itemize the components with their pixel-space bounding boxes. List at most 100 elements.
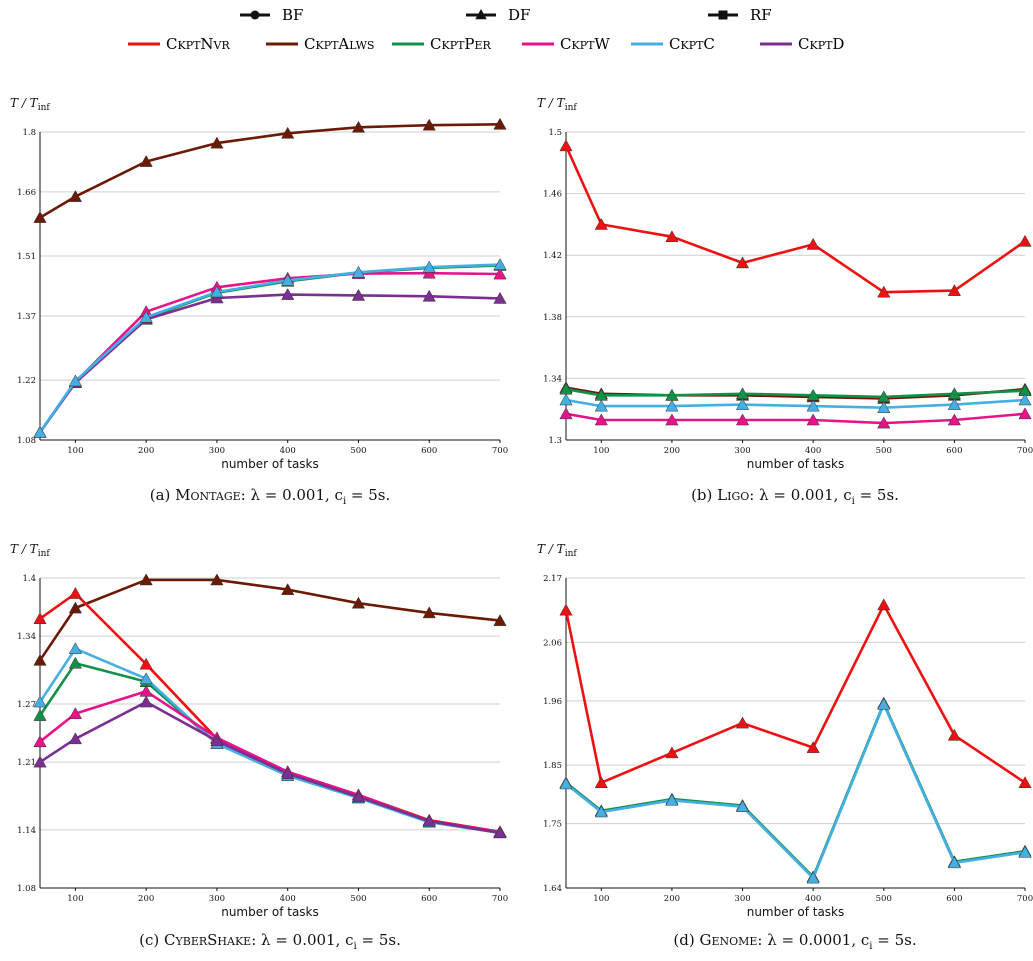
data-point-triangle [33,755,47,768]
data-point-triangle [493,267,507,280]
x-tick-label: 200 [138,894,154,904]
data-point-triangle [422,260,436,273]
series-ckptc [559,697,1032,884]
series-ckptd [33,288,507,438]
x-tick-label: 200 [138,446,154,456]
data-point-triangle [594,805,608,818]
legend-label: CkptPer [430,35,492,53]
caption-params: : λ = 0.001, c [251,931,353,949]
caption-subscript: i [343,496,346,507]
triangle-marker-icon [475,9,487,20]
x-tick-label: 700 [492,446,508,456]
series-ckptd [33,695,507,839]
data-point-triangle [877,401,891,413]
data-point-triangle [665,230,679,243]
chart-panel-cybershake: 1.08 1.14 1.21 1.27 1.34 1.4 100 200 300 400 500 60… [10,542,508,952]
data-point-triangle [735,256,750,269]
x-tick-label: 400 [805,894,821,904]
data-point-triangle [559,407,573,420]
series-line [38,661,501,835]
data-point-triangle [281,288,295,300]
series-line [564,603,1026,785]
data-point-triangle [33,211,47,223]
data-point-triangle [351,288,366,301]
data-point-triangle [806,871,820,884]
y-tick-label: 1.08 [17,436,36,446]
series-ckptw [33,266,507,438]
caption-prefix: (d) [673,931,699,949]
data-point-triangle [422,266,436,279]
series-line [39,592,501,834]
y-tick-label: 1.8 [22,128,36,138]
y-tick-label: 1.96 [543,697,562,707]
x-tick-label: 100 [593,446,609,456]
legend-marker-rf: RF [708,6,772,24]
data-point-triangle [559,393,573,406]
series-line [39,689,501,834]
legend-marker-bf: BF [240,6,303,24]
caption-params: : λ = 0.001, c [749,486,851,504]
legend-label: CkptD [798,35,844,53]
caption-workflow-name: Genome [699,931,757,949]
y-tick-label: 1.42 [543,251,562,261]
y-axis-label: T / Tinf [10,96,50,113]
data-point-triangle [139,657,153,670]
series-ckptper [33,656,507,839]
caption-prefix: (c) [139,931,164,949]
x-tick-label: 300 [209,446,225,456]
circle-marker-icon [250,10,260,20]
series-ckptc [559,393,1032,413]
y-tick-label: 1.46 [543,190,562,200]
data-point-triangle [1018,393,1032,406]
data-point-triangle [1018,234,1032,247]
y-tick-label: 2.06 [543,638,562,648]
data-point-triangle [1018,845,1032,858]
data-point-triangle [33,735,47,748]
data-point-triangle [559,139,573,152]
data-point-triangle [806,741,820,753]
legend-label: CkptAlws [304,35,374,53]
x-tick-label: 600 [421,894,437,904]
series-line [565,387,1026,399]
y-tick-label: 1.85 [543,761,562,771]
y-tick-label: 1.34 [543,374,562,384]
caption-subscript: i [869,941,872,952]
y-tick-label: 1.3 [548,436,562,446]
legend-entry-ckptd: CkptD [760,35,844,53]
y-tick-label: 1.38 [543,313,562,323]
y-axis-label-main: T / T [10,96,39,110]
data-point-triangle [68,642,82,655]
series-ckptw [559,407,1032,429]
y-tick-label: 1.22 [17,376,36,386]
data-point-triangle [139,155,153,167]
series-line [39,700,501,835]
chart-panels: 1.08 1.22 1.37 1.51 1.66 1.8 100 200 300 400 500 60… [10,96,1033,952]
x-tick-label: 400 [280,894,296,904]
legend-marker-label: DF [508,6,530,24]
series-ckptalws [33,117,507,223]
x-axis-label: number of tasks [747,905,845,919]
data-point-triangle [33,653,47,666]
data-point-triangle [139,695,153,708]
panel-caption: (b) Ligo: λ = 0.001, ci = 5s. [691,486,899,507]
data-point-triangle [947,413,961,426]
x-tick-label: 500 [876,446,892,456]
caption-params: : λ = 0.0001, c [757,931,869,949]
data-point-triangle [594,217,608,230]
data-point-triangle [947,856,961,869]
data-point-triangle [1018,407,1032,420]
x-tick-label: 500 [350,894,366,904]
series-ckptnvr [559,139,1032,298]
data-point-triangle [33,425,47,438]
data-point-triangle [210,573,224,586]
data-point-triangle [422,606,436,619]
series-line [565,701,1026,879]
series-ckptper [559,696,1032,883]
data-point-triangle [735,716,750,729]
data-point-triangle [947,398,961,410]
x-tick-label: 500 [876,894,892,904]
data-point-triangle [806,237,820,250]
x-tick-label: 100 [593,894,609,904]
data-point-triangle [139,672,153,685]
